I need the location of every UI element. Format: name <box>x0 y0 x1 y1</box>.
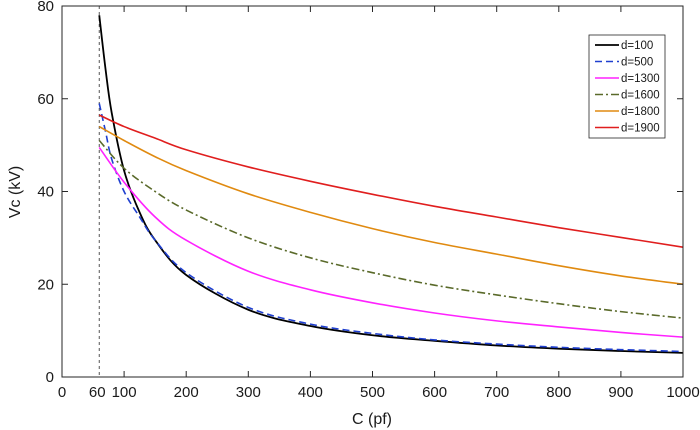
x-tick-label: 700 <box>484 384 509 401</box>
x-tick-label: 500 <box>360 384 385 401</box>
legend-label: d=1600 <box>621 90 660 102</box>
series-layer <box>98 15 684 354</box>
x-tick-label: 600 <box>422 384 447 401</box>
legend-label: d=500 <box>621 57 653 69</box>
legend: d=100 d=500 d=1300 d=1600 d=1800 d=1900 <box>588 34 666 139</box>
x-tick-label: 400 <box>298 384 323 401</box>
plot-background <box>62 6 683 377</box>
series-line-d-1900 <box>98 114 684 248</box>
series-line-d-100 <box>98 15 684 354</box>
x-axis-label: C (pf) <box>352 411 392 428</box>
legend-box <box>588 34 666 139</box>
legend-label: d=100 <box>621 40 653 52</box>
x-tick-label: 0 <box>58 384 66 401</box>
y-axis-label: Vc (kV) <box>7 166 24 218</box>
series-line-d-1800 <box>98 125 684 286</box>
legend-label: d=1800 <box>621 106 660 118</box>
x-tick-label: 300 <box>236 384 261 401</box>
y-tick-label: 0 <box>46 369 54 386</box>
x-tick-label: 1000 <box>666 384 699 401</box>
y-tick-label: 80 <box>37 0 54 15</box>
legend-label: d=1300 <box>621 73 660 85</box>
legend-label: d=1900 <box>621 123 660 135</box>
y-tick-label: 60 <box>37 91 54 108</box>
series-line-d-1300 <box>98 146 684 338</box>
x-tick-label: 800 <box>546 384 571 401</box>
reference-line-label: 60 <box>89 384 106 401</box>
series-line-d-1600 <box>98 139 684 319</box>
x-tick-label: 900 <box>608 384 633 401</box>
y-tick-label: 40 <box>37 184 54 201</box>
x-tick-label: 200 <box>174 384 199 401</box>
axis-tick-labels: 0 100 200 300 400 500 600 700 800 900 1000 0 20 40 60 8… <box>37 0 699 401</box>
y-tick-label: 20 <box>37 276 54 293</box>
tick-layer <box>61 5 684 378</box>
x-tick-label: 100 <box>112 384 137 401</box>
